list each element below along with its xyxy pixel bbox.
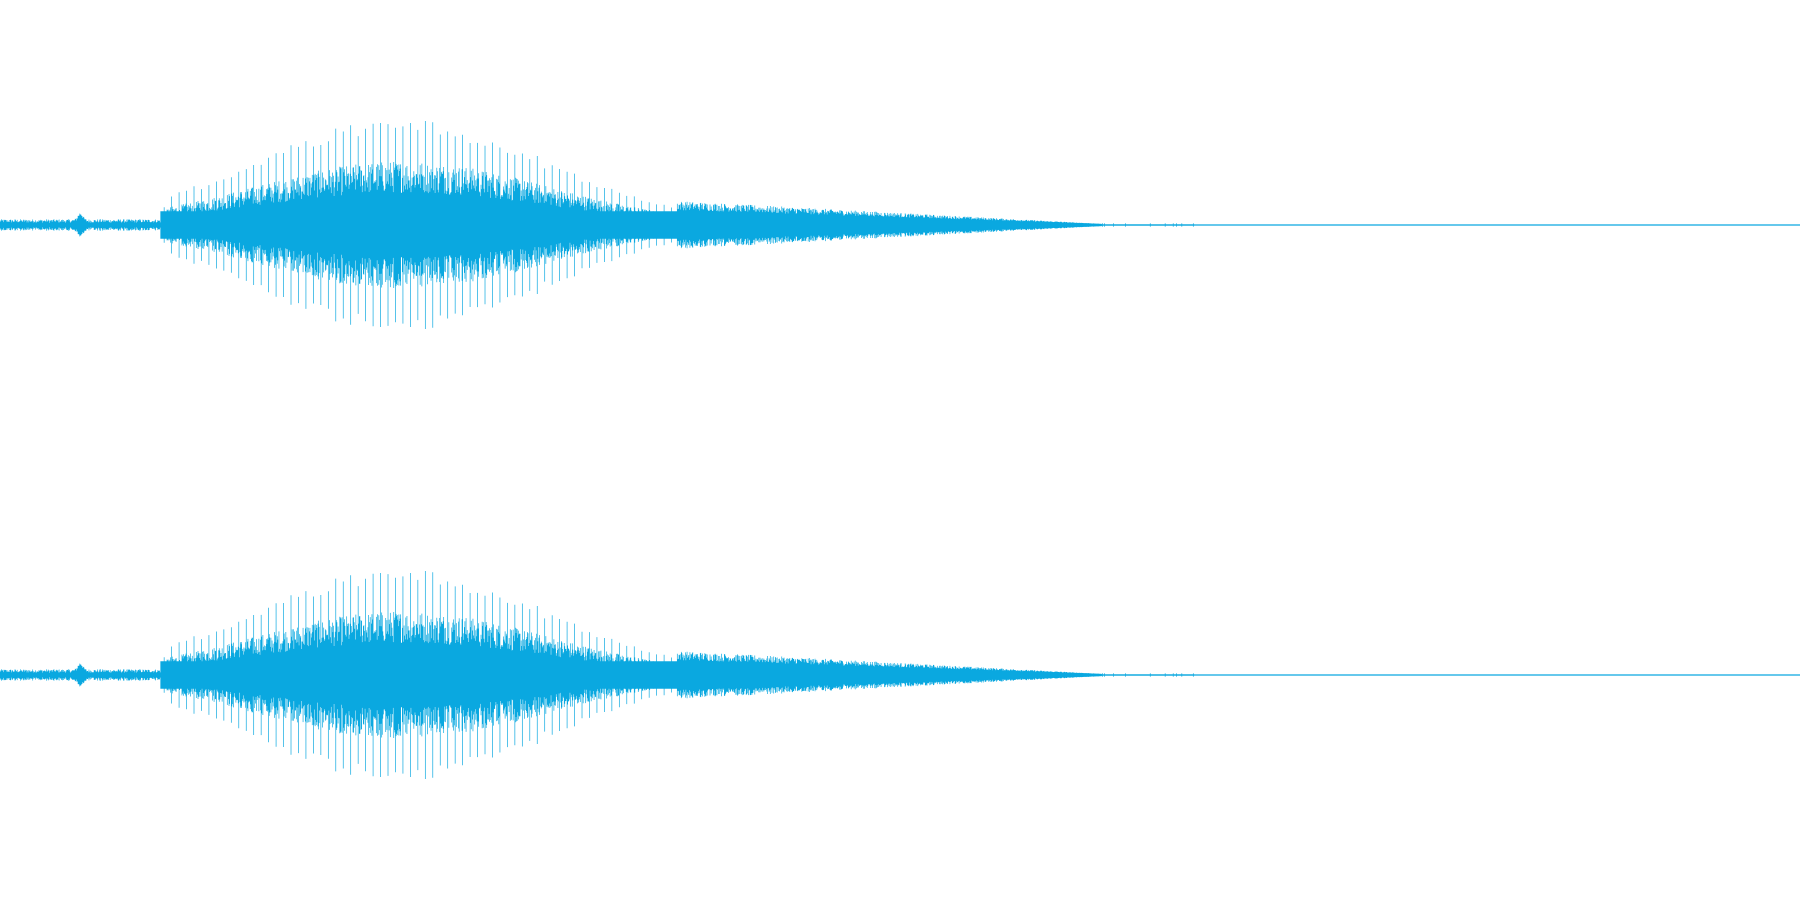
waveform-view [0, 120, 1800, 780]
page: (() => { const data = JSON.parse(documen… [0, 120, 1800, 780]
